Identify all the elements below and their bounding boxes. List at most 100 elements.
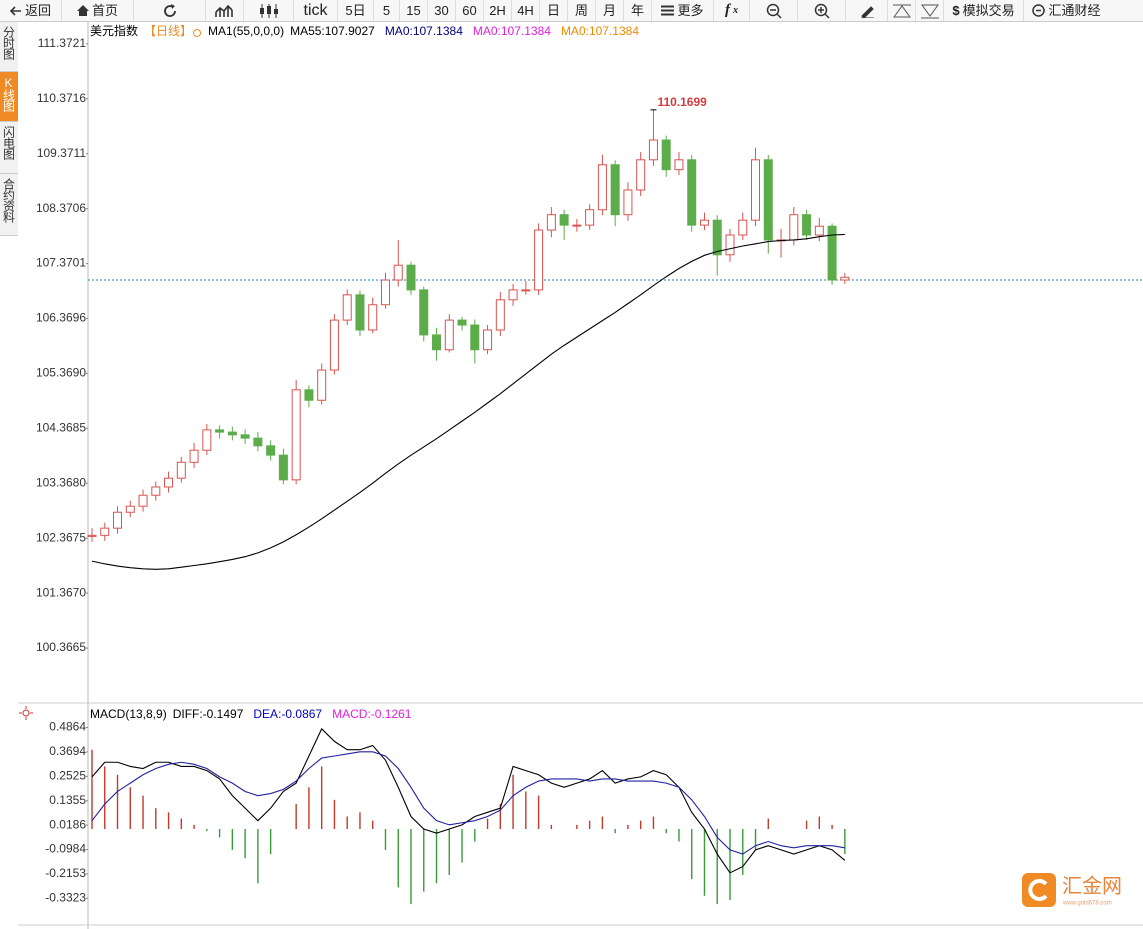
candle-body xyxy=(215,429,225,433)
label: 周 xyxy=(574,3,588,18)
label: 5 xyxy=(382,3,391,18)
high-label: 110.1699 xyxy=(657,95,707,109)
label: 年 xyxy=(630,3,644,18)
chart: 汇金网 www.gold678.com 111.3721 110.3716 109.… xyxy=(18,22,1143,929)
candle-body xyxy=(725,234,735,256)
sim-trade-button[interactable]: $ 模拟交易 xyxy=(944,0,1024,21)
legend-entry: DIFF:-0.1497 xyxy=(173,707,244,721)
period-button[interactable]: 30 xyxy=(428,0,456,21)
watermark-url: www.gold678.com xyxy=(1062,901,1112,907)
candle-body xyxy=(253,437,263,447)
candle-body xyxy=(534,229,544,291)
period-button[interactable]: 日 xyxy=(540,0,568,21)
candle-body xyxy=(802,214,812,236)
y-tick-label: 109.3711 xyxy=(37,146,86,160)
y-tick-label: 0.1355 xyxy=(49,793,86,807)
side-tab[interactable]: 分时图 xyxy=(0,22,18,72)
period-button[interactable]: 2H xyxy=(484,0,512,21)
candle-body xyxy=(623,189,633,216)
more-button[interactable]: 更多 xyxy=(652,0,714,21)
back-button[interactable]: 返回 xyxy=(0,0,62,21)
period-button[interactable]: 15 xyxy=(400,0,428,21)
legend-text: MACD(13,8,9) xyxy=(90,707,167,721)
zoom-out-button[interactable] xyxy=(750,0,798,21)
period-button[interactable]: 4H xyxy=(512,0,540,21)
period-button[interactable]: 5 xyxy=(374,0,400,21)
period-button[interactable]: 月 xyxy=(596,0,624,21)
legend-entry: DEA:-0.0867 xyxy=(253,707,322,721)
zoom-in-button[interactable] xyxy=(798,0,846,21)
y-tick-label: -0.2153 xyxy=(45,866,86,880)
watermark-name: 汇金网 xyxy=(1062,874,1122,897)
candle-body xyxy=(687,159,697,226)
down-button[interactable] xyxy=(916,0,944,21)
y-tick-label: 100.3665 xyxy=(36,640,86,654)
period-button[interactable]: 60 xyxy=(456,0,484,21)
label: 2H xyxy=(489,3,506,18)
legend-entry: MA0:107.1384 xyxy=(473,24,551,38)
candle-body xyxy=(113,511,123,529)
candle-body xyxy=(329,319,339,371)
candle-button[interactable] xyxy=(244,0,294,21)
candle-body xyxy=(380,279,390,306)
candle-body xyxy=(240,434,250,439)
candle-body xyxy=(699,219,709,226)
candle-body xyxy=(278,454,288,481)
candle-body xyxy=(291,389,301,481)
label: tick xyxy=(303,2,328,19)
label: 5日 xyxy=(345,3,366,18)
fx678-button[interactable]: 汇通财经 xyxy=(1024,0,1109,21)
line xyxy=(91,751,845,855)
candle-body xyxy=(610,164,620,216)
candle-body xyxy=(546,214,556,231)
watermark: 汇金网 www.gold678.com xyxy=(1022,873,1122,907)
draw-button[interactable] xyxy=(846,0,888,21)
candle-body xyxy=(355,294,365,331)
legend-entry: MA0:107.1384 xyxy=(385,24,463,38)
period-button[interactable]: 年 xyxy=(624,0,652,21)
candle-body xyxy=(317,369,327,401)
y-tick-label: 105.3690 xyxy=(36,366,86,380)
candle-body xyxy=(674,159,684,171)
candle-body xyxy=(304,389,314,401)
candle-body xyxy=(597,164,607,211)
candle-body xyxy=(189,449,199,463)
legend-entry: MACD:-0.1261 xyxy=(332,707,412,721)
period-button[interactable]: tick xyxy=(294,0,338,21)
home-button[interactable]: 首页 xyxy=(62,0,134,21)
candle-body xyxy=(457,319,467,326)
candle-body xyxy=(419,289,429,336)
period-button[interactable]: 5日 xyxy=(338,0,374,21)
y-tick-label: 104.3685 xyxy=(36,421,86,435)
candle-body xyxy=(661,139,671,171)
label: 汇通财经 xyxy=(1048,3,1101,18)
candle-body xyxy=(266,445,276,456)
candle-body xyxy=(342,294,352,321)
candle-body xyxy=(763,159,773,241)
side-tab[interactable]: 合约资料 xyxy=(0,174,18,236)
candle-body xyxy=(100,527,110,536)
up-button[interactable] xyxy=(888,0,916,21)
candle-body xyxy=(444,319,454,351)
side-tab[interactable]: 闪电图 xyxy=(0,122,18,174)
chart-button[interactable] xyxy=(206,0,244,21)
label: 返回 xyxy=(24,3,51,18)
candle-body xyxy=(738,219,748,236)
label: 15 xyxy=(406,3,421,18)
refresh-button[interactable] xyxy=(134,0,206,21)
y-tick-label: 101.3670 xyxy=(36,585,86,599)
side-tab[interactable]: K线图 xyxy=(0,72,18,122)
candle-body xyxy=(164,477,174,488)
candle-body xyxy=(483,329,493,351)
candle-body xyxy=(789,214,799,241)
candle-body xyxy=(712,219,722,256)
indicator-icon[interactable] xyxy=(19,706,33,720)
period-button[interactable]: 周 xyxy=(568,0,596,21)
label: 模拟交易 xyxy=(962,3,1015,18)
y-tick-label: 102.3675 xyxy=(36,530,86,544)
candle-body xyxy=(176,461,186,479)
side-tabs: 分时图 K线图 闪电图 合约资料 xyxy=(0,22,18,236)
y-tick-label: 107.3701 xyxy=(36,256,86,270)
line xyxy=(91,727,846,874)
